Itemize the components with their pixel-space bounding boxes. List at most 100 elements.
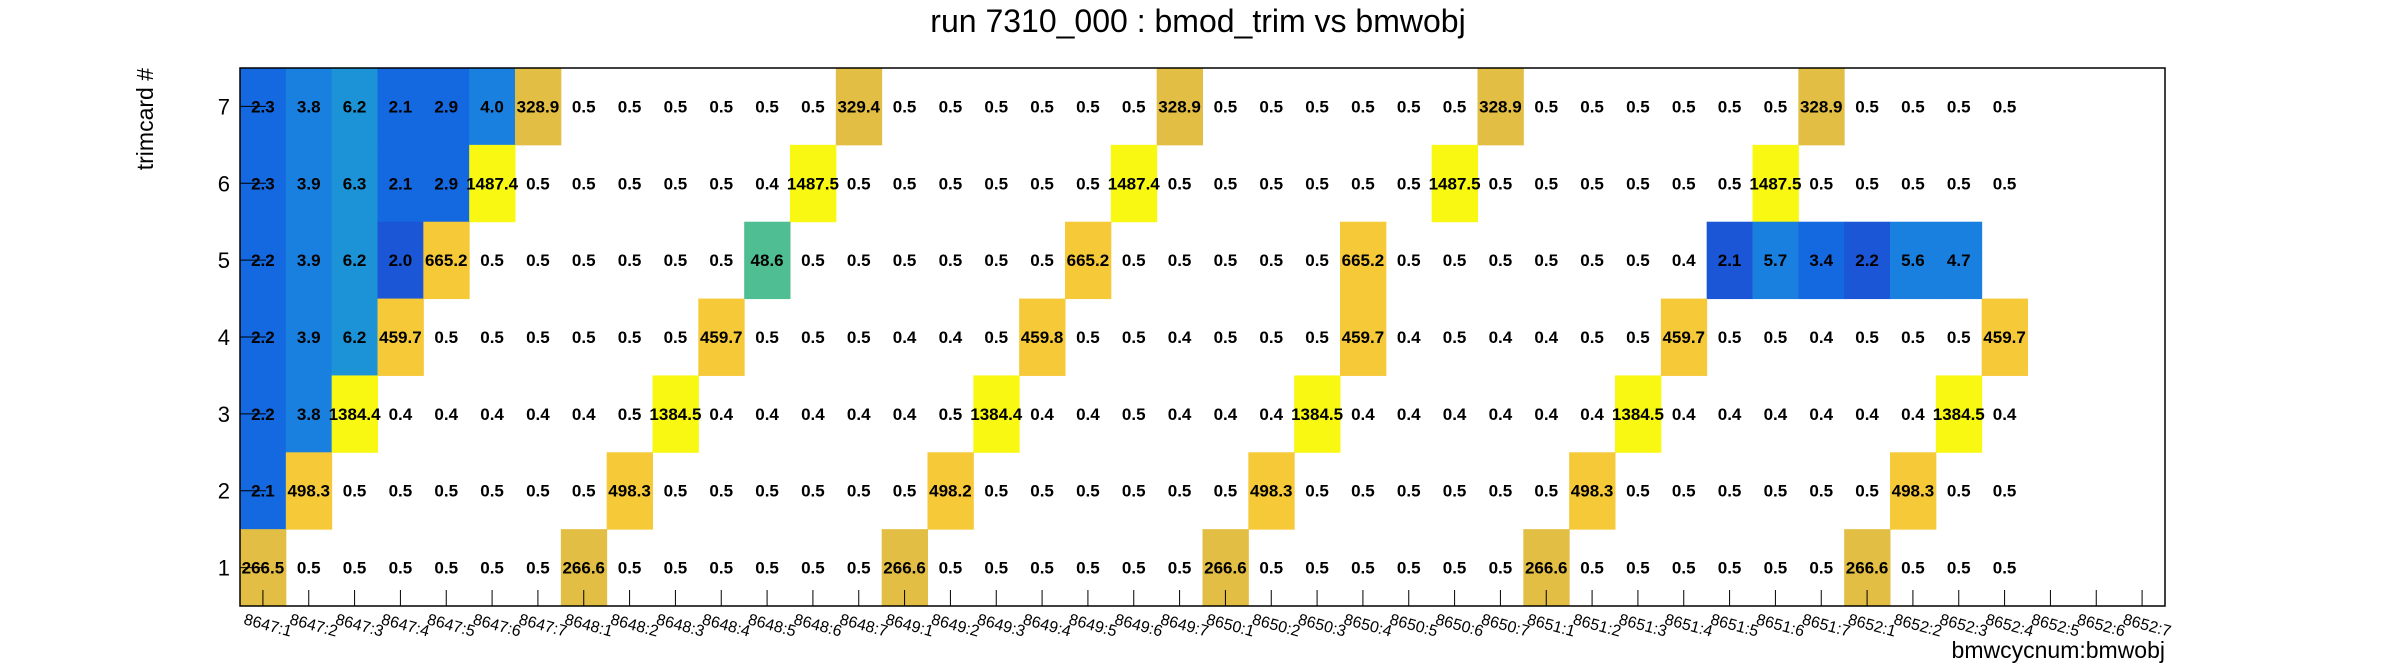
cell-value-label: 0.5 [984, 482, 1008, 501]
cell-value-label: 0.5 [1122, 482, 1146, 501]
cell-value-label: 0.5 [801, 97, 825, 116]
cell-value-label: 0.4 [1030, 405, 1054, 424]
heatmap-cell [927, 452, 974, 530]
heatmap-cell [1294, 375, 1341, 453]
cell-value-label: 0.5 [1397, 251, 1421, 270]
heatmap-cell [973, 375, 1020, 453]
cell-value-label: 0.5 [1351, 174, 1375, 193]
x-tick-label: 8650:3 [1296, 611, 1348, 640]
heatmap-cell [1798, 221, 1845, 300]
cell-value-label: 0.5 [984, 251, 1008, 270]
cell-value-label: 0.5 [709, 559, 733, 578]
cell-value-label: 0.5 [709, 251, 733, 270]
cell-value-label: 0.5 [618, 97, 642, 116]
cell-value-label: 0.4 [1489, 328, 1513, 347]
cell-value-label: 0.5 [1534, 174, 1558, 193]
cell-value-label: 0.5 [1489, 251, 1513, 270]
x-tick-label: 8649:7 [1159, 611, 1211, 640]
x-tick-label: 8650:6 [1434, 611, 1486, 640]
cell-value-label: 0.4 [1809, 405, 1833, 424]
heatmap-cell [1248, 452, 1295, 530]
cell-value-label: 0.4 [1901, 405, 1925, 424]
heatmap-cell [1431, 144, 1478, 223]
cell-value-label: 1384.5 [1933, 405, 1985, 424]
cell-value-label: 0.5 [847, 482, 871, 501]
heatmap-cell [469, 68, 516, 146]
cell-value-label: 0.5 [984, 559, 1008, 578]
cell-value-label: 0.5 [939, 174, 963, 193]
cell-value-label: 5.6 [1901, 251, 1925, 270]
x-tick-label: 8647:5 [425, 611, 477, 640]
cell-value-label: 0.5 [1809, 559, 1833, 578]
heatmap-cell [377, 68, 424, 146]
heatmap-cell [1340, 298, 1387, 376]
chart-title: run 7310_000 : bmod_trim vs bmwobj [930, 3, 1465, 39]
x-tick-label: 8647:1 [242, 611, 294, 640]
cell-value-label: 3.8 [297, 405, 321, 424]
cell-value-label: 0.5 [1993, 97, 2017, 116]
heatmap-cell [1844, 221, 1891, 300]
cell-value-label: 6.2 [343, 97, 367, 116]
heatmap-cell [1798, 68, 1845, 146]
cell-value-label: 0.5 [1718, 482, 1742, 501]
cell-value-label: 0.5 [1626, 251, 1650, 270]
cell-value-label: 0.4 [480, 405, 504, 424]
x-tick-label: 8652:2 [1892, 611, 1944, 640]
x-tick-label: 8650:5 [1388, 611, 1440, 640]
heatmap-cell [835, 68, 883, 146]
heatmap-cell [1890, 221, 1937, 300]
cell-value-label: 0.5 [526, 559, 550, 578]
cell-value-label: 3.4 [1809, 251, 1833, 270]
cell-value-label: 0.5 [755, 97, 779, 116]
cell-value-label: 0.5 [526, 328, 550, 347]
x-tick-label: 8651:5 [1709, 611, 1761, 640]
x-tick-label: 8651:3 [1617, 611, 1669, 640]
cell-value-label: 0.5 [664, 559, 688, 578]
cell-value-label: 0.5 [1489, 174, 1513, 193]
x-tick-label: 8651:2 [1571, 611, 1623, 640]
cell-value-label: 0.5 [1580, 174, 1604, 193]
cell-value-label: 2.1 [389, 97, 413, 116]
cell-value-label: 0.5 [1214, 328, 1238, 347]
cell-value-label: 0.5 [1672, 482, 1696, 501]
cell-value-label: 0.5 [1259, 174, 1283, 193]
cell-value-label: 0.4 [709, 405, 733, 424]
heatmap-cell [1981, 298, 2028, 376]
cell-value-label: 498.3 [1250, 482, 1293, 501]
heatmap-cell [1569, 452, 1616, 530]
heatmap-cell [652, 375, 699, 453]
cell-value-label: 0.5 [480, 328, 504, 347]
cell-value-label: 0.5 [1305, 251, 1329, 270]
cell-value-label: 0.5 [526, 482, 550, 501]
cell-value-label: 0.5 [434, 328, 458, 347]
cell-value-label: 3.9 [297, 328, 321, 347]
cell-value-label: 328.9 [517, 97, 560, 116]
cell-value-label: 0.5 [1901, 174, 1925, 193]
cell-value-label: 498.2 [929, 482, 972, 501]
cell-value-label: 0.5 [1993, 482, 2017, 501]
cell-value-label: 0.5 [526, 251, 550, 270]
heatmap-cell [285, 452, 333, 530]
cell-value-label: 0.5 [847, 559, 871, 578]
cell-value-label: 0.5 [1534, 97, 1558, 116]
cell-value-label: 0.5 [939, 559, 963, 578]
heatmap-cell [285, 68, 333, 146]
cell-value-label: 0.5 [1122, 559, 1146, 578]
heatmap-cell [377, 298, 424, 376]
cell-value-label: 2.9 [434, 174, 458, 193]
cell-value-label: 0.5 [1855, 328, 1879, 347]
cell-value-label: 0.5 [1076, 328, 1100, 347]
cell-value-label: 0.5 [664, 328, 688, 347]
cell-value-label: 0.5 [1580, 97, 1604, 116]
cell-value-label: 1487.5 [1749, 174, 1801, 193]
cell-value-label: 266.6 [883, 559, 926, 578]
cell-value-label: 0.5 [618, 328, 642, 347]
cell-value-label: 0.5 [1580, 328, 1604, 347]
cell-value-label: 0.5 [1580, 251, 1604, 270]
cell-value-label: 0.5 [847, 251, 871, 270]
cell-value-label: 0.5 [1809, 174, 1833, 193]
cell-value-label: 328.9 [1158, 97, 1201, 116]
cell-value-label: 1487.5 [1429, 174, 1481, 193]
heatmap-cell [1019, 298, 1066, 376]
cell-value-label: 0.5 [1305, 559, 1329, 578]
